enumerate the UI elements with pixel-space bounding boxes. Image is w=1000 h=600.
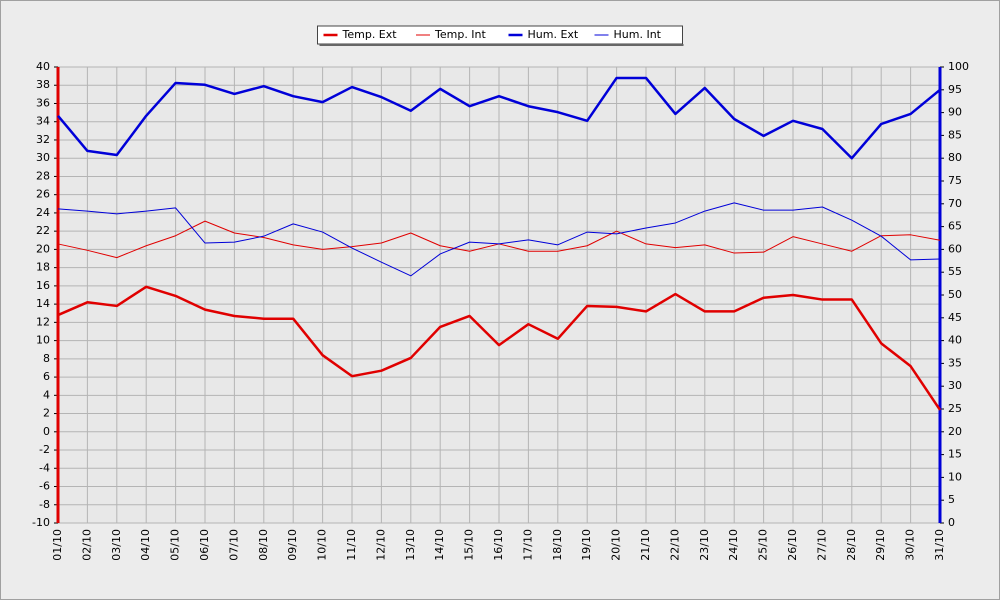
x-tick-label: 05/10	[169, 529, 182, 561]
y2-tick-label: 0	[948, 516, 955, 529]
y2-tick-label: 20	[948, 425, 962, 438]
y2-tick-label: 100	[948, 60, 969, 73]
y-tick-label: 20	[36, 242, 50, 255]
x-tick-label: 09/10	[286, 529, 299, 561]
x-tick-label: 27/10	[815, 529, 828, 561]
y2-tick-label: 50	[948, 288, 962, 301]
x-tick-label: 13/10	[404, 529, 417, 561]
x-tick-label: 16/10	[492, 529, 505, 561]
y-tick-label: -8	[39, 498, 50, 511]
y-tick-label: 32	[36, 133, 50, 146]
y-tick-label: 30	[36, 151, 50, 164]
x-tick-label: 12/10	[374, 529, 387, 561]
y-tick-label: 2	[43, 407, 50, 420]
y-tick-label: 36	[36, 96, 50, 109]
x-tick-label: 04/10	[139, 529, 152, 561]
y2-tick-label: 65	[948, 220, 962, 233]
x-tick-label: 25/10	[757, 529, 770, 561]
y2-tick-label: 25	[948, 402, 962, 415]
y2-tick-label: 60	[948, 242, 962, 255]
y2-tick-label: 15	[948, 448, 962, 461]
y-tick-label: 4	[43, 388, 50, 401]
x-tick-label: 10/10	[316, 529, 329, 561]
y-tick-label: 16	[36, 279, 50, 292]
y-tick-label: -10	[32, 516, 50, 529]
x-tick-label: 17/10	[521, 529, 534, 561]
x-tick-label: 29/10	[874, 529, 887, 561]
y2-tick-label: 85	[948, 128, 962, 141]
x-tick-label: 18/10	[551, 529, 564, 561]
y-tick-label: 0	[43, 425, 50, 438]
legend-label: Hum. Int	[614, 28, 662, 41]
y2-tick-label: 30	[948, 379, 962, 392]
y2-tick-label: 35	[948, 356, 962, 369]
y-tick-label: 18	[36, 261, 50, 274]
y2-tick-label: 45	[948, 311, 962, 324]
y-tick-label: 8	[43, 352, 50, 365]
y2-tick-label: 70	[948, 197, 962, 210]
x-tick-label: 08/10	[257, 529, 270, 561]
x-tick-label: 20/10	[610, 529, 623, 561]
y2-tick-label: 90	[948, 106, 962, 119]
x-tick-label: 31/10	[933, 529, 946, 561]
y2-tick-label: 75	[948, 174, 962, 187]
y-tick-label: -4	[39, 461, 50, 474]
y-tick-label: 6	[43, 370, 50, 383]
y-tick-label: 10	[36, 334, 50, 347]
y-tick-label: 38	[36, 78, 50, 91]
y-tick-label: -6	[39, 480, 50, 493]
x-tick-label: 21/10	[639, 529, 652, 561]
series-line	[57, 285, 942, 411]
y-tick-label: 34	[36, 115, 50, 128]
y-tick-label: 40	[36, 60, 50, 73]
y-tick-label: 22	[36, 224, 50, 237]
y2-tick-label: 55	[948, 265, 962, 278]
y-tick-label: 24	[36, 206, 50, 219]
y2-tick-label: 40	[948, 334, 962, 347]
series-line	[57, 202, 941, 277]
x-tick-label: 19/10	[580, 529, 593, 561]
series-line	[57, 76, 941, 160]
x-tick-label: 07/10	[227, 529, 240, 561]
x-tick-label: 28/10	[845, 529, 858, 561]
legend-label: Temp. Int	[434, 28, 487, 41]
legend-label: Hum. Ext	[528, 28, 579, 41]
y2-tick-label: 80	[948, 151, 962, 164]
x-tick-label: 30/10	[904, 529, 917, 561]
x-tick-label: 26/10	[786, 529, 799, 561]
x-tick-label: 06/10	[198, 529, 211, 561]
x-tick-label: 02/10	[80, 529, 93, 561]
y-tick-label: 28	[36, 169, 50, 182]
x-tick-label: 03/10	[110, 529, 123, 561]
x-tick-label: 01/10	[51, 529, 64, 561]
legend: Temp. Ext Temp. Int Hum. Ext Hum. Int	[317, 25, 684, 46]
y-tick-label: -2	[39, 443, 50, 456]
x-tick-label: 11/10	[345, 529, 358, 561]
x-tick-label: 24/10	[727, 529, 740, 561]
x-tick-label: 14/10	[433, 529, 446, 561]
legend-label: Temp. Ext	[342, 28, 398, 41]
y-tick-label: 14	[36, 297, 50, 310]
y-tick-label: 26	[36, 188, 50, 201]
x-tick-label: 15/10	[463, 529, 476, 561]
x-tick-label: 23/10	[698, 529, 711, 561]
x-tick-label: 22/10	[668, 529, 681, 561]
y2-tick-label: 10	[948, 470, 962, 483]
y-tick-label: 12	[36, 315, 50, 328]
y2-tick-label: 5	[948, 493, 955, 506]
y2-tick-label: 95	[948, 83, 962, 96]
